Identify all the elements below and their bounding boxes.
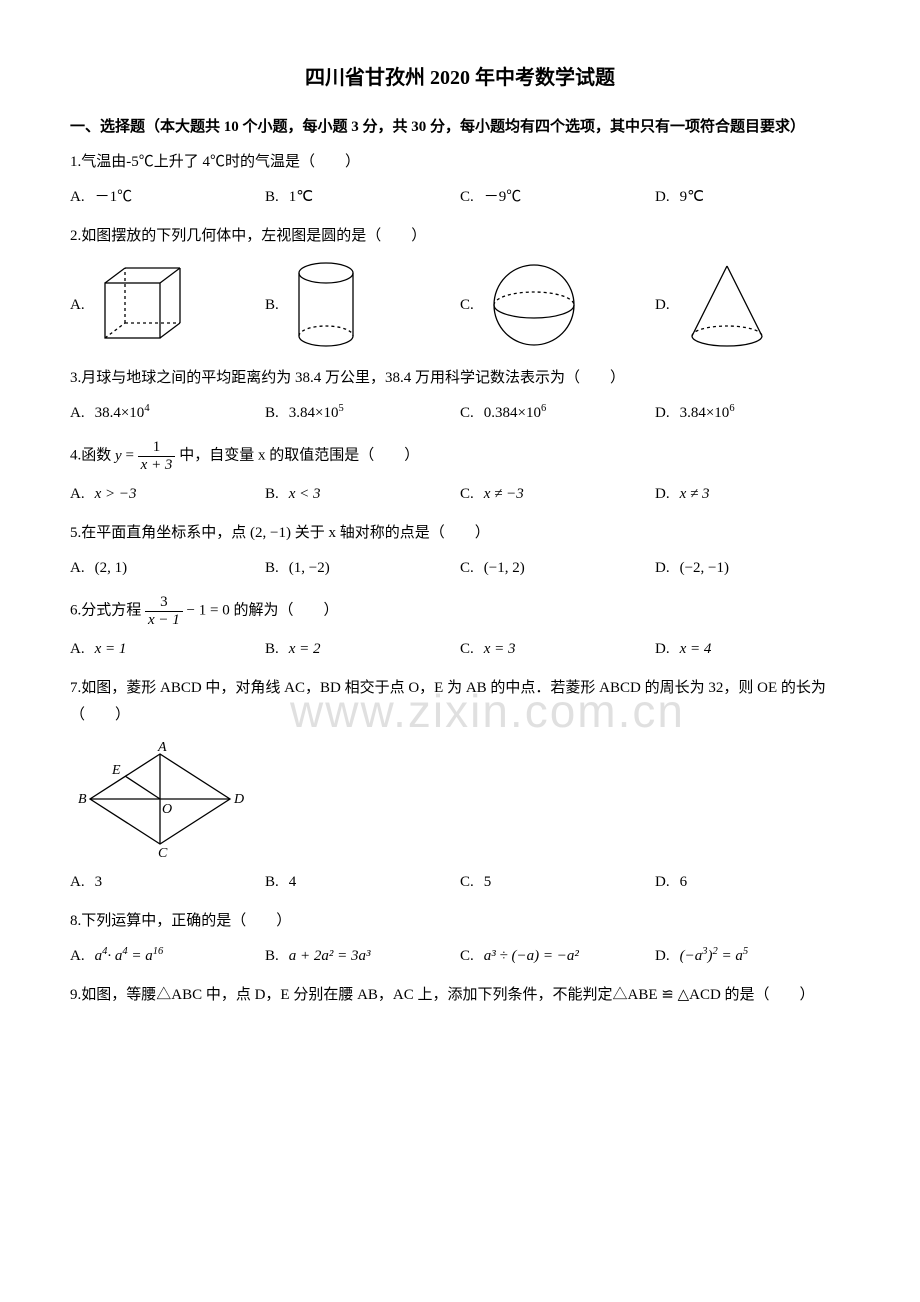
svg-text:B: B: [78, 792, 87, 807]
q6-D: x = 4: [680, 636, 712, 663]
q3-options: A. 38.4×104 B. 3.84×105 C. 0.384×106 D. 3.84…: [70, 400, 850, 427]
opt-label: D.: [655, 636, 670, 663]
opt-label: A.: [70, 555, 85, 582]
q3-D: 3.84×106: [680, 400, 735, 427]
svg-text:C: C: [158, 846, 168, 859]
q1-A: －1℃: [95, 184, 133, 211]
q4-D: x ≠ 3: [680, 481, 710, 508]
opt-label: C.: [460, 481, 474, 508]
q7-B: 4: [289, 869, 297, 896]
q1-options: A. －1℃ B. 1℃ C. －9℃ D. 9℃: [70, 184, 850, 211]
opt-label: C.: [460, 636, 474, 663]
q7-D: 6: [680, 869, 688, 896]
cylinder-icon: [289, 258, 364, 353]
q2-options: A. B.: [70, 258, 850, 353]
opt-label: C.: [460, 943, 474, 970]
svg-text:E: E: [111, 763, 121, 778]
q9-stem: 9.如图，等腰△ABC 中，点 D，E 分别在腰 AB，AC 上，添加下列条件，…: [70, 982, 850, 1009]
q5-A: (2, 1): [95, 555, 128, 582]
opt-label: B.: [265, 869, 279, 896]
q5-C: (−1, 2): [484, 555, 525, 582]
cone-icon: [680, 258, 775, 353]
q3-stem: 3.月球与地球之间的平均距离约为 38.4 万公里，38.4 万用科学记数法表示…: [70, 365, 850, 392]
opt-label: D.: [655, 943, 670, 970]
opt-label: D.: [655, 400, 670, 427]
q7-C: 5: [484, 869, 492, 896]
opt-label: A.: [70, 400, 85, 427]
q7-figure: A B C D O E: [70, 739, 850, 859]
q6-B: x = 2: [289, 636, 321, 663]
opt-label: A.: [70, 184, 85, 211]
q5-B: (1, −2): [289, 555, 330, 582]
opt-label: A.: [70, 292, 85, 319]
q3-A: 38.4×104: [95, 400, 150, 427]
q4-C: x ≠ −3: [484, 481, 524, 508]
q8-D: (−a3)2 = a5: [680, 943, 749, 970]
opt-label: C.: [460, 400, 474, 427]
q4-options: A. x > −3 B. x < 3 C. x ≠ −3 D. x ≠ 3: [70, 481, 850, 508]
q1-D: 9℃: [680, 184, 704, 211]
q1-C: －9℃: [484, 184, 522, 211]
opt-label: D.: [655, 869, 670, 896]
opt-label: D.: [655, 555, 670, 582]
svg-text:A: A: [157, 740, 167, 755]
q8-B: a + 2a² = 3a³: [289, 943, 371, 970]
opt-label: D.: [655, 481, 670, 508]
opt-label: A.: [70, 636, 85, 663]
opt-label: B.: [265, 555, 279, 582]
page-title: 四川省甘孜州 2020 年中考数学试题: [70, 60, 850, 96]
q2-stem: 2.如图摆放的下列几何体中，左视图是圆的是（ ）: [70, 223, 850, 250]
opt-label: C.: [460, 869, 474, 896]
q4-B: x < 3: [289, 481, 321, 508]
q1-B: 1℃: [289, 184, 313, 211]
cube-icon: [95, 258, 190, 353]
opt-label: B.: [265, 400, 279, 427]
q6-stem: 6.分式方程 3x − 1 − 1 = 0 的解为（ ）: [70, 594, 850, 628]
opt-label: A.: [70, 943, 85, 970]
section-heading: 一、选择题（本大题共 10 个小题，每小题 3 分，共 30 分，每小题均有四个…: [70, 114, 850, 141]
opt-label: D.: [655, 292, 670, 319]
opt-label: C.: [460, 555, 474, 582]
opt-label: B.: [265, 943, 279, 970]
opt-label: D.: [655, 184, 670, 211]
opt-label: B.: [265, 636, 279, 663]
opt-label: A.: [70, 869, 85, 896]
opt-label: A.: [70, 481, 85, 508]
svg-text:D: D: [233, 792, 244, 807]
opt-label: C.: [460, 292, 474, 319]
q8-A: a4· a4 = a16: [95, 943, 164, 970]
q5-options: A. (2, 1) B. (1, −2) C. (−1, 2) D. (−2, −1): [70, 555, 850, 582]
opt-label: B.: [265, 292, 279, 319]
q5-stem: 5.在平面直角坐标系中，点 (2, −1) 关于 x 轴对称的点是（ ）: [70, 520, 850, 547]
q4-A: x > −3: [95, 481, 137, 508]
q7-stem: 7.如图，菱形 ABCD 中，对角线 AC，BD 相交于点 O，E 为 AB 的…: [70, 675, 850, 729]
q5-D: (−2, −1): [680, 555, 729, 582]
q6-C: x = 3: [484, 636, 516, 663]
sphere-icon: [484, 258, 584, 353]
q8-C: a³ ÷ (−a) = −a²: [484, 943, 579, 970]
svg-text:O: O: [162, 802, 172, 817]
opt-label: C.: [460, 184, 474, 211]
q1-stem: 1.气温由-5℃上升了 4℃时的气温是（ ）: [70, 149, 850, 176]
q8-stem: 8.下列运算中，正确的是（ ）: [70, 908, 850, 935]
q6-A: x = 1: [95, 636, 127, 663]
q7-options: A. 3 B. 4 C. 5 D. 6: [70, 869, 850, 896]
opt-label: B.: [265, 481, 279, 508]
q3-B: 3.84×105: [289, 400, 344, 427]
q6-options: A. x = 1 B. x = 2 C. x = 3 D. x = 4: [70, 636, 850, 663]
q7-A: 3: [95, 869, 103, 896]
q8-options: A. a4· a4 = a16 B. a + 2a² = 3a³ C. a³ ÷ (…: [70, 943, 850, 970]
q3-C: 0.384×106: [484, 400, 546, 427]
opt-label: B.: [265, 184, 279, 211]
q4-stem: 4.函数 y = 1x + 3 中，自变量 x 的取值范围是（ ）: [70, 439, 850, 473]
